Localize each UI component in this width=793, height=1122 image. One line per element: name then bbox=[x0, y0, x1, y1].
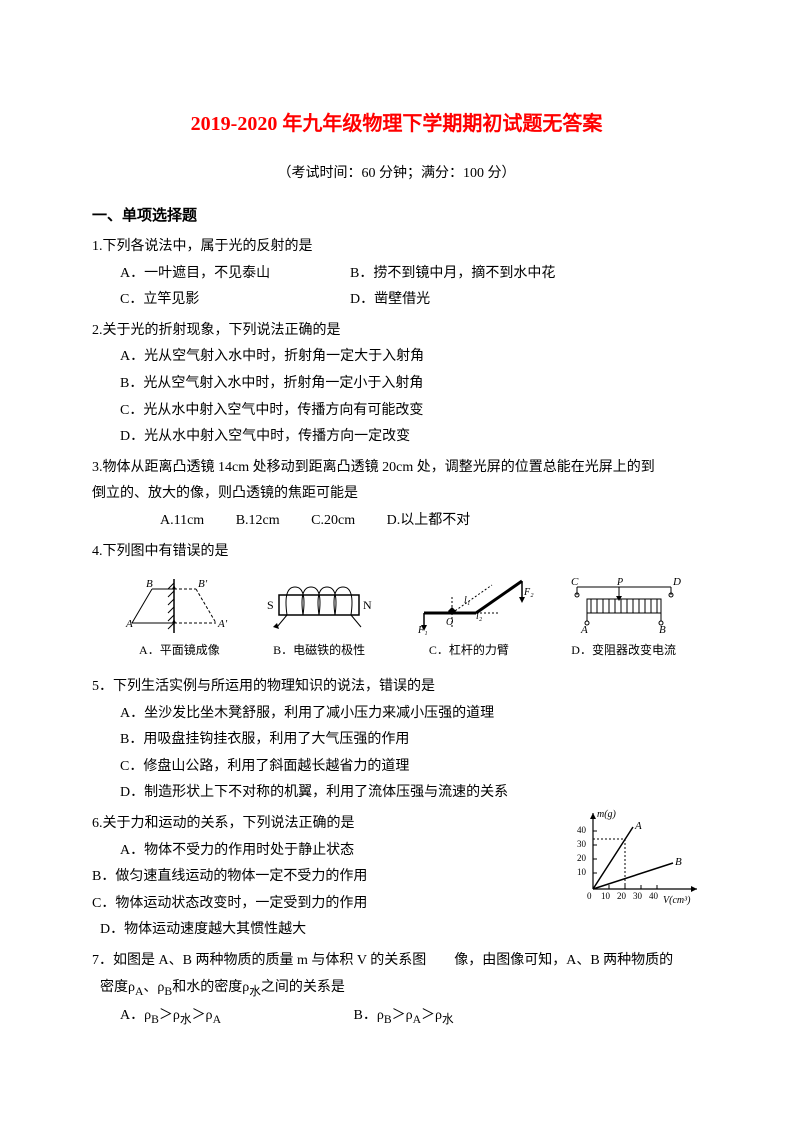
question-5: 5．下列生活实例与所运用的物理知识的说法，错误的是 A．坐沙发比坐木凳舒服，利用… bbox=[92, 674, 701, 807]
svg-text:40: 40 bbox=[649, 891, 659, 901]
svg-text:A: A bbox=[580, 624, 588, 635]
q3-option-d: D.以上都不对 bbox=[387, 513, 471, 528]
q3-option-c: C.20cm bbox=[311, 513, 355, 528]
svg-text:S: S bbox=[267, 598, 274, 612]
q5-option-d: D．制造形状上下不对称的机翼，利用了流体压强与流速的关系 bbox=[120, 780, 701, 807]
q4-text: 4.下列图中有错误的是 bbox=[92, 539, 701, 566]
caption-d: D．变阻器改变电流 bbox=[559, 639, 689, 662]
caption-a: A．平面镜成像 bbox=[124, 639, 234, 662]
graph-icon: m(g) V(cm³) 40 30 20 10 0 10 20 30 40 A … bbox=[571, 807, 701, 907]
svg-text:40: 40 bbox=[577, 825, 587, 835]
mass-volume-graph: m(g) V(cm³) 40 30 20 10 0 10 20 30 40 A … bbox=[571, 807, 701, 907]
q2-option-a: A．光从空气射入水中时，折射角一定大于入射角 bbox=[120, 344, 701, 371]
svg-text:l₁: l₁ bbox=[464, 595, 470, 606]
svg-text:B: B bbox=[659, 624, 666, 635]
q1-option-d: D．凿壁借光 bbox=[350, 287, 430, 314]
q5-option-a: A．坐沙发比坐木凳舒服，利用了减小压力来减小压强的道理 bbox=[120, 701, 701, 728]
svg-text:A′: A′ bbox=[217, 618, 228, 630]
page-title: 2019-2020 年九年级物理下学期期初试题无答案 bbox=[92, 105, 701, 143]
q5-option-b: B．用吸盘挂钩挂衣服，利用了大气压强的作用 bbox=[120, 727, 701, 754]
svg-text:B: B bbox=[675, 856, 682, 868]
caption-b: B．电磁铁的极性 bbox=[259, 639, 379, 662]
rheostat-icon: C D A B P bbox=[559, 577, 689, 635]
svg-text:20: 20 bbox=[577, 853, 587, 863]
question-1: 1.下列各说法中，属于光的反射的是 A．一叶遮目，不见泰山 B．捞不到镜中月，摘… bbox=[92, 234, 701, 314]
q5-text: 5．下列生活实例与所运用的物理知识的说法，错误的是 bbox=[92, 674, 701, 701]
q7-line2: 密度ρA、ρB和水的密度ρ水之间的关系是 bbox=[92, 975, 701, 1003]
figure-a: A B B′ A′ A．平面镜成像 bbox=[124, 577, 234, 662]
svg-text:B′: B′ bbox=[198, 578, 208, 590]
question-7: 7．如图是 A、B 两种物质的质量 m 与体积 V 的关系图像，由图像可知，A、… bbox=[92, 948, 701, 1031]
q4-figures: A B B′ A′ A．平面镜成像 S N B．电磁铁 bbox=[92, 565, 701, 666]
q2-option-d: D．光从水中射入空气中时，传播方向一定改变 bbox=[120, 424, 701, 451]
lever-icon: O l₁ l₂ F₁ F₂ bbox=[404, 573, 534, 635]
svg-text:F₁: F₁ bbox=[417, 625, 428, 635]
q1-option-b: B．捞不到镜中月，摘不到水中花 bbox=[350, 261, 555, 288]
question-2: 2.关于光的折射现象，下列说法正确的是 A．光从空气射入水中时，折射角一定大于入… bbox=[92, 318, 701, 451]
question-4: 4.下列图中有错误的是 A B B′ A′ bbox=[92, 539, 701, 666]
q1-text: 1.下列各说法中，属于光的反射的是 bbox=[92, 234, 701, 261]
q6-option-d: D．物体运动速度越大其惯性越大 bbox=[92, 917, 701, 944]
svg-text:F₂: F₂ bbox=[523, 587, 534, 598]
q7-options: A．ρB＞ρ水＞ρA B．ρB＞ρA＞ρ水 bbox=[92, 1003, 701, 1031]
svg-text:10: 10 bbox=[601, 891, 611, 901]
q2-option-c: C．光从水中射入空气中时，传播方向有可能改变 bbox=[120, 398, 701, 425]
figure-d: C D A B P D．变阻器改变电流 bbox=[559, 577, 689, 662]
mirror-icon: A B B′ A′ bbox=[124, 577, 234, 635]
question-3: 3.物体从距离凸透镜 14cm 处移动到距离凸透镜 20cm 处，调整光屏的位置… bbox=[92, 455, 701, 535]
svg-text:10: 10 bbox=[577, 867, 587, 877]
svg-text:V(cm³): V(cm³) bbox=[663, 895, 691, 906]
svg-text:N: N bbox=[363, 598, 372, 612]
svg-text:30: 30 bbox=[577, 839, 587, 849]
figure-c: O l₁ l₂ F₁ F₂ C．杠杆的力臂 bbox=[404, 573, 534, 662]
svg-text:A: A bbox=[634, 820, 642, 832]
q3-option-b: B.12cm bbox=[236, 513, 280, 528]
svg-text:D: D bbox=[672, 577, 681, 588]
q5-option-c: C．修盘山公路，利用了斜面越长越省力的道理 bbox=[120, 754, 701, 781]
q1-option-a: A．一叶遮目，不见泰山 bbox=[120, 261, 350, 288]
electromagnet-icon: S N bbox=[259, 577, 379, 635]
q2-text: 2.关于光的折射现象，下列说法正确的是 bbox=[92, 318, 701, 345]
svg-text:C: C bbox=[571, 577, 579, 588]
q3-option-a: A.11cm bbox=[160, 513, 204, 528]
figure-b: S N B．电磁铁的极性 bbox=[259, 577, 379, 662]
svg-text:A: A bbox=[125, 618, 133, 630]
question-6: m(g) V(cm³) 40 30 20 10 0 10 20 30 40 A … bbox=[92, 811, 701, 944]
section-header: 一、单项选择题 bbox=[92, 202, 701, 231]
svg-text:m(g): m(g) bbox=[597, 809, 617, 820]
exam-subtitle: （考试时间：60 分钟；满分：100 分） bbox=[92, 161, 701, 188]
svg-text:0: 0 bbox=[587, 891, 592, 901]
caption-c: C．杠杆的力臂 bbox=[404, 639, 534, 662]
svg-text:B: B bbox=[146, 578, 153, 590]
q7-line1: 7．如图是 A、B 两种物质的质量 m 与体积 V 的关系图像，由图像可知，A、… bbox=[92, 948, 701, 975]
q3-text-1: 3.物体从距离凸透镜 14cm 处移动到距离凸透镜 20cm 处，调整光屏的位置… bbox=[92, 455, 701, 482]
q2-option-b: B．光从空气射入水中时，折射角一定小于入射角 bbox=[120, 371, 701, 398]
q1-option-c: C．立竿见影 bbox=[120, 287, 350, 314]
q3-text-2: 倒立的、放大的像，则凸透镜的焦距可能是 bbox=[92, 481, 701, 508]
svg-text:30: 30 bbox=[633, 891, 643, 901]
svg-text:O: O bbox=[446, 617, 453, 628]
svg-text:20: 20 bbox=[617, 891, 627, 901]
svg-text:P: P bbox=[616, 577, 623, 588]
